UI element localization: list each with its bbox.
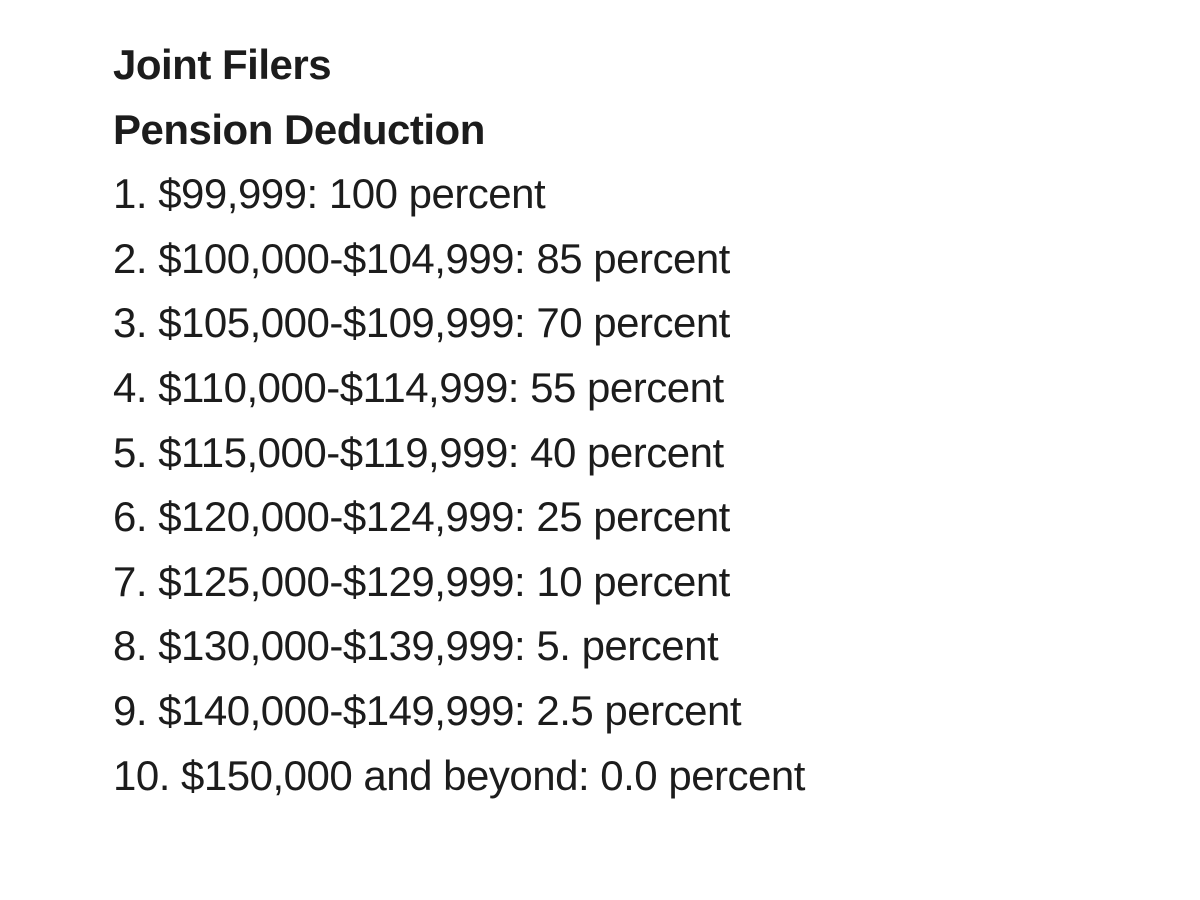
list-item-6: 6. $120,000-$124,999: 25 percent [113,493,730,541]
heading-pension-deduction: Pension Deduction [113,105,485,153]
heading-joint-filers: Joint Filers [113,41,332,88]
list-item-1: 1. $99,999: 100 percent [113,170,546,218]
list-item-2: 2. $100,000-$104,999: 85 percent [113,234,730,282]
list-item-4: 4. $110,000-$114,999: 55 percent [113,363,724,411]
list-item-8: 8. $130,000-$139,999: 5. percent [113,622,719,670]
list-item-3: 3. $105,000-$109,999: 70 percent [113,299,730,347]
list-item-10: 10. $150,000 and beyond: 0.0 percent [113,751,805,799]
list-item-7: 7. $125,000-$129,999: 10 percent [113,557,730,605]
list-item-9: 9. $140,000-$149,999: 2.5 percent [113,686,742,734]
list-item-5: 5. $115,000-$119,999: 40 percent [113,428,724,476]
